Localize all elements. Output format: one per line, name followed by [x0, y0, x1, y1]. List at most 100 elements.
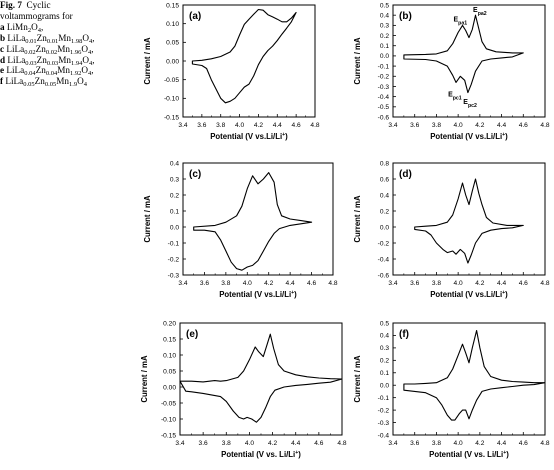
y-tick-label: 0.2 [380, 208, 389, 215]
x-axis-label-superscript: + [502, 132, 505, 138]
panel-label: (f) [399, 329, 409, 340]
y-tick-label: -0.2 [378, 74, 390, 81]
cv-curve [403, 329, 546, 421]
formula-subscript: 4 [37, 26, 41, 34]
x-tick-label: 4.4 [497, 280, 506, 287]
x-tick-label: 4.0 [243, 280, 252, 287]
x-tick-label: 4.6 [307, 280, 316, 287]
caption-item-suffix: , [92, 32, 95, 43]
formula-element: LiLa [6, 65, 25, 76]
x-axis-label-close: ) [505, 132, 508, 141]
y-tick-label: 0.3 [170, 176, 179, 183]
formula-element: LiLa [6, 43, 25, 54]
y-axis-label: Current / mA [353, 37, 362, 85]
chart-panel-d: 3.4 3.6 3.8 4.0 4.2 4.4 4.6 4.8 0.8 0.6 0.4 0.2 0.0 -… [353, 160, 550, 299]
x-tick-label: 4.8 [540, 122, 549, 129]
x-axis-label-text: Potential (V vs.Li/Li [210, 132, 282, 141]
y-tick-label: 0.20 [163, 320, 176, 327]
x-axis-label: Potential (V vs. Li/Li+) [429, 450, 509, 459]
y-tick-label: -0.1 [378, 395, 390, 402]
formula-element: LiMn [6, 21, 28, 32]
y-tick-label: -0.3 [168, 272, 180, 279]
x-tick-label: 4.2 [475, 440, 484, 447]
x-tick-label: 3.8 [221, 280, 230, 287]
plot-frame [179, 322, 343, 436]
y-tick-label: 0.0 [380, 53, 389, 60]
peak-label-sub: pa2 [478, 11, 487, 17]
formula-subscript: 4 [87, 48, 92, 56]
formula-element: O [82, 32, 90, 43]
y-tick-label: 0.2 [170, 192, 179, 199]
chart-panel-b: 3.4 3.6 3.8 4.0 4.2 4.4 4.6 4.8 0.5 0.4 0.3 0.2 0.1 0… [353, 2, 550, 141]
x-tick-label: 4.6 [292, 122, 301, 129]
figure-caption: Fig. 7 Cyclic voltammograms for a LiMn2O… [0, 0, 140, 88]
y-tick-label: -0.15 [161, 432, 176, 439]
formula-subscript: 1.98 [71, 37, 83, 45]
formula-element: O [81, 43, 88, 54]
y-tick-label: -0.2 [378, 407, 390, 414]
peak-label-base: E [473, 7, 478, 14]
x-tick-label: 3.8 [222, 440, 231, 447]
formula-subscript: 0.01 [46, 37, 59, 45]
chart-panel-e: 3.4 3.6 3.8 4.0 4.2 4.4 4.6 4.8 0.20 0.15 0.10 0.05… [140, 320, 347, 459]
formula-element: Mn [58, 32, 72, 43]
x-tick-label: 4.2 [268, 440, 277, 447]
caption-item: c LiLa0.02Zn0.02Mn1.96O4, [0, 43, 140, 56]
panel-label: (b) [399, 11, 412, 22]
formula-element: Zn [35, 65, 46, 76]
chart-panel-f: 3.4 3.6 3.8 4.0 4.2 4.4 4.6 4.8 0.5 0.4 0.3 0.2 0.1 0… [353, 320, 550, 459]
caption-item-suffix: , [40, 21, 44, 32]
y-tick-label: -0.6 [378, 114, 390, 121]
caption-text-1: Cyclic [26, 0, 51, 10]
y-tick-label: 0.4 [380, 333, 389, 340]
x-axis-label-superscript: + [282, 132, 285, 138]
caption-item-label: e [0, 65, 5, 76]
y-tick-label: -0.1 [378, 63, 390, 70]
cv-curve [193, 172, 313, 271]
cv-curve [191, 8, 297, 104]
x-axis-label-close: ) [298, 450, 301, 459]
y-tick-label: 0.00 [166, 58, 179, 65]
x-axis-label-superscript: + [291, 290, 294, 296]
chart-panel-c: 3.4 3.6 3.8 4.0 4.2 4.4 4.6 4.8 0.4 0.3 0.2 0.1 0.0 -… [143, 160, 338, 299]
peak-label-base: E [454, 16, 459, 23]
x-tick-label: 3.8 [432, 122, 441, 129]
x-tick-label: 4.4 [497, 440, 506, 447]
y-tick-label: -0.4 [378, 432, 390, 439]
formula-subscript: 0.01 [25, 37, 37, 45]
y-tick-label: 0.4 [170, 160, 179, 167]
plot-frame [392, 4, 546, 118]
cv-curve [414, 178, 524, 264]
formula-subscript: 1.96 [69, 48, 82, 56]
peak-label-sub: pc2 [468, 103, 477, 109]
y-tick-label: -0.10 [164, 96, 179, 103]
caption-item: b LiLa0.01Zn0.01Mn1.98O4, [0, 32, 140, 45]
y-tick-label: 0.2 [380, 358, 389, 365]
x-axis-label-close: ) [505, 290, 508, 299]
chart-panel-a: 3.4 3.6 3.8 4.0 4.2 4.4 4.6 4.8 0.15 0.10 0.05 0.00… [143, 2, 320, 141]
x-axis-label: Potential (V vs.Li/Li+) [430, 290, 508, 299]
y-tick-label: -0.2 [378, 240, 390, 247]
x-tick-label: 4.2 [264, 280, 273, 287]
x-tick-label: 4.4 [286, 280, 295, 287]
y-tick-label: 0.0 [380, 224, 389, 231]
x-tick-label: 3.8 [432, 440, 441, 447]
x-tick-label: 4.4 [291, 440, 300, 447]
formula-element: Zn [36, 54, 47, 65]
x-tick-label: 3.6 [410, 122, 419, 129]
formula-element: LiLa [7, 32, 26, 43]
y-tick-label: 0.15 [166, 2, 179, 9]
formula-subscript: 0.03 [25, 59, 37, 67]
x-axis-label-close: ) [294, 290, 297, 299]
caption-text-2: voltammograms for [0, 10, 73, 21]
y-tick-label: 0.00 [163, 384, 176, 391]
caption-item: f LiLa0.05Zn0.05Mn1.9O4 [0, 76, 140, 88]
y-tick-label: -0.1 [168, 240, 180, 247]
x-tick-label: 4.6 [519, 440, 528, 447]
x-axis-label-close: ) [285, 132, 288, 141]
formula-element: O [81, 65, 88, 76]
caption-item: d LiLa0.03Zn0.03Mn1.94O4, [0, 54, 140, 67]
x-tick-label: 4.8 [337, 440, 346, 447]
y-tick-label: -0.05 [161, 400, 176, 407]
x-tick-label: 4.8 [310, 122, 319, 129]
